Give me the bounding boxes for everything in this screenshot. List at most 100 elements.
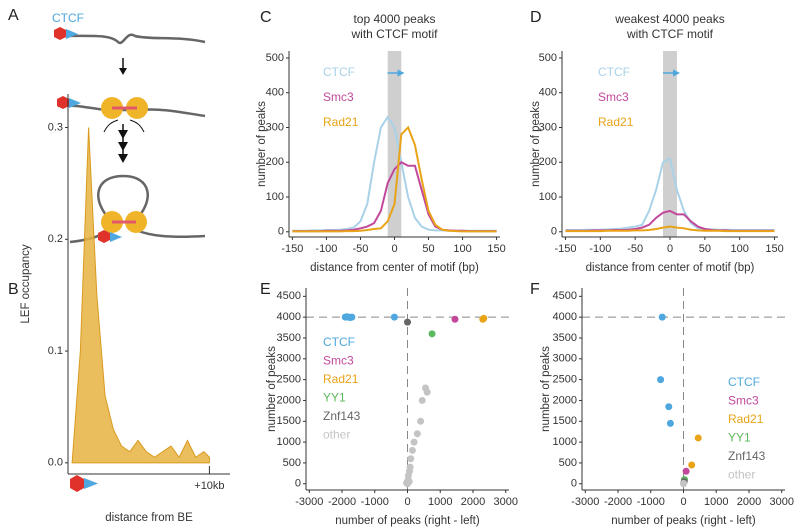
x-tick-label: 100 <box>730 243 748 255</box>
x-tick-label: 3000 <box>769 496 793 508</box>
chromatin <box>57 33 206 45</box>
point <box>410 438 418 446</box>
x-tick-label: -150 <box>554 243 576 255</box>
x-tick-label: 2000 <box>461 496 485 508</box>
x-tick-label: 50 <box>699 243 711 255</box>
motif-band <box>387 51 402 237</box>
extrusion-arrow <box>129 119 145 133</box>
point <box>348 313 356 321</box>
x-tick-label: 150 <box>487 243 505 255</box>
x-tick-label: -1000 <box>637 496 665 508</box>
point <box>390 313 398 321</box>
y-axis-label: number of peaks <box>256 101 268 187</box>
series-line <box>565 225 775 233</box>
legend-entry: YY1 <box>323 391 346 405</box>
x-tick-label: 100 <box>453 243 471 255</box>
legend-entry: CTCF <box>323 65 355 79</box>
y-tick-label: 500 <box>266 52 284 64</box>
legend-entry: CTCF <box>598 65 630 79</box>
y-tick-label: 3000 <box>553 353 577 365</box>
y-tick-label: 400 <box>539 87 557 99</box>
panel-label: D <box>530 9 542 26</box>
y-tick-label: 4500 <box>277 290 301 302</box>
panel-a-diagram: A CTCF <box>8 7 206 244</box>
panel-label: C <box>260 9 272 26</box>
point <box>408 446 416 454</box>
point <box>451 315 459 323</box>
panel-label: E <box>260 281 271 298</box>
x-tick-label: 0 <box>667 243 673 255</box>
motif-band <box>663 51 677 237</box>
y-tick-label: 0 <box>278 226 284 238</box>
y-tick-label: 2000 <box>277 394 301 406</box>
panel-label: B <box>8 281 19 298</box>
point <box>694 434 702 442</box>
y-tick-label: 0.0 <box>48 457 63 469</box>
point <box>423 388 431 396</box>
y-tick-label: 2500 <box>277 374 301 386</box>
chart-title: with CTCF motif <box>350 27 438 41</box>
point <box>682 467 690 475</box>
y-tick-label: 2500 <box>553 374 577 386</box>
extrusion-arrow <box>103 119 119 133</box>
x-tick-label: +10kb <box>194 480 224 492</box>
ctcf-site <box>54 27 66 40</box>
y-tick-label: 2000 <box>553 394 577 406</box>
x-tick-label: 2000 <box>737 496 761 508</box>
motif-arrow <box>84 478 98 489</box>
motif-arrow-head <box>673 69 680 77</box>
chart-title: top 4000 peaks <box>353 12 435 26</box>
x-tick-label: -2000 <box>604 496 632 508</box>
y-tick-label: 500 <box>559 457 577 469</box>
x-tick-label: 150 <box>765 243 783 255</box>
y-tick-label: 100 <box>539 191 557 203</box>
legend-entry: other <box>323 428 350 442</box>
motif-arrow <box>66 29 78 39</box>
y-tick-label: 0 <box>551 226 557 238</box>
chart-title: weakest 4000 peaks <box>614 12 724 26</box>
x-tick-label: -100 <box>589 243 611 255</box>
y-tick-label: 200 <box>539 156 557 168</box>
x-axis-label: number of peaks (right - left) <box>611 515 756 527</box>
y-tick-label: 300 <box>539 121 557 133</box>
x-tick-label: -100 <box>315 243 337 255</box>
y-tick-label: 0 <box>295 478 301 490</box>
series-line <box>292 125 497 233</box>
x-tick-label: 0 <box>391 243 397 255</box>
point <box>665 403 673 411</box>
legend-entry: YY1 <box>728 431 751 445</box>
ctcf-label: CTCF <box>52 11 84 25</box>
x-axis-label: distance from center of motif (bp) <box>310 262 479 274</box>
point <box>688 461 696 469</box>
point <box>666 419 674 427</box>
loop <box>97 174 149 223</box>
panel-label: F <box>530 281 540 298</box>
y-tick-label: 1500 <box>553 415 577 427</box>
y-axis-label: number of peaks <box>540 346 552 432</box>
y-tick-label: 200 <box>266 156 284 168</box>
motif-arrow <box>69 98 81 108</box>
point <box>657 376 665 384</box>
x-axis-label: number of peaks (right - left) <box>335 515 480 527</box>
legend-entry: Smc3 <box>323 90 354 104</box>
x-tick-label: -1000 <box>361 496 389 508</box>
legend-entry: Smc3 <box>323 354 354 368</box>
chart-title: with CTCF motif <box>626 27 714 41</box>
y-tick-label: 4000 <box>553 311 577 323</box>
legend-entry: Smc3 <box>728 394 759 408</box>
arrow-head <box>118 154 128 163</box>
y-axis-label: LEF occupancy <box>20 244 32 324</box>
point <box>413 430 421 438</box>
point <box>428 330 436 338</box>
legend-entry: Rad21 <box>323 115 359 129</box>
y-tick-label: 4500 <box>553 290 577 302</box>
y-axis-label: number of peaks <box>530 101 542 187</box>
legend-entry: Smc3 <box>598 90 629 104</box>
y-tick-label: 100 <box>266 191 284 203</box>
legend-entry: other <box>728 468 755 482</box>
point <box>405 478 413 486</box>
x-tick-label: 1000 <box>704 496 728 508</box>
legend-entry: Rad21 <box>598 115 634 129</box>
